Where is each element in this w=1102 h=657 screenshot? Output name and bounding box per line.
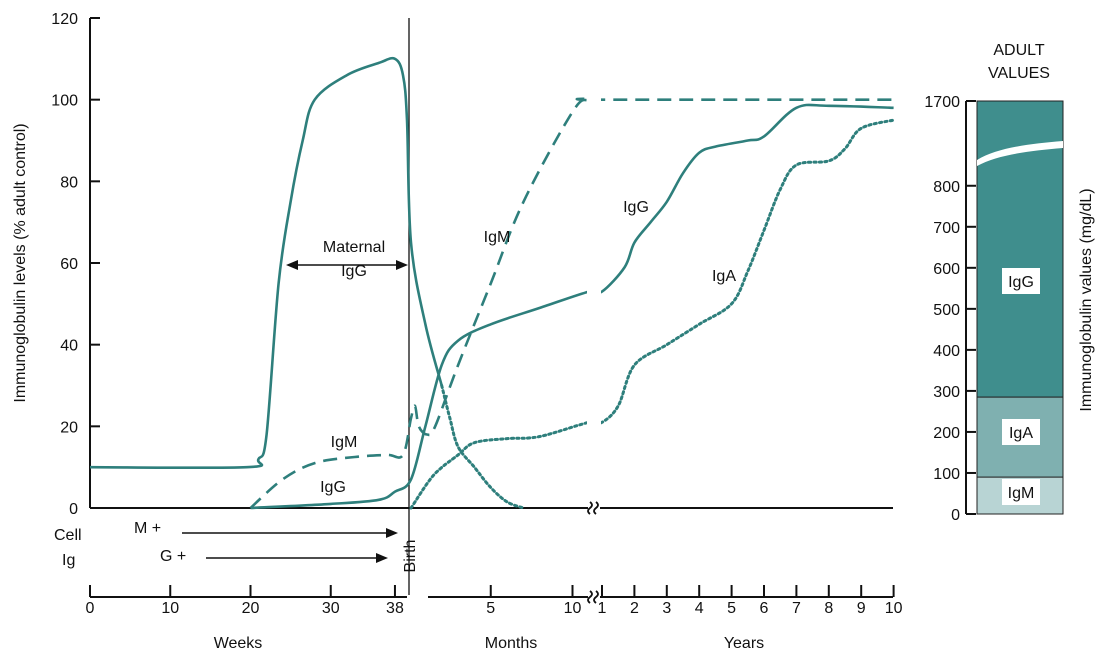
x-tick-label: 3 <box>662 600 671 617</box>
bar-title-1: ADULT <box>993 42 1044 59</box>
ig-label: Ig <box>62 552 75 569</box>
y-tick-label: 120 <box>51 11 78 28</box>
adult-values-bar: ADULT VALUES IgG IgA IgM 0 100 200 300 400 500 600 7… <box>924 42 1095 524</box>
iga-postnatal-label: IgA <box>712 268 736 285</box>
bar-y-tick-label: 300 <box>933 384 960 401</box>
x-tick-label: 2 <box>630 600 639 617</box>
arrow-right-icon <box>396 260 408 270</box>
bar-label-iga: IgA <box>1009 425 1033 442</box>
maternal-igg-label-1: Maternal <box>323 239 385 256</box>
chart-series <box>89 56 896 510</box>
bar-y-tick-label: 800 <box>933 179 960 196</box>
bar-y-tick-label: 200 <box>933 425 960 442</box>
bar-y-tick-label: 500 <box>933 302 960 319</box>
cell-label: Cell <box>54 527 82 544</box>
curve-break-gap <box>587 283 601 300</box>
bar-label-igm: IgM <box>1008 485 1035 502</box>
bar-label-box <box>1002 479 1040 505</box>
bar-y-tick-label: 100 <box>933 466 960 483</box>
x-tick-label: 10 <box>161 600 179 617</box>
arrow-left-icon <box>286 260 298 270</box>
x-tick-label: 5 <box>727 600 736 617</box>
x-axis-months-label: Months <box>485 635 537 652</box>
x-tick-label: 30 <box>322 600 340 617</box>
x-tick-label: 8 <box>824 600 833 617</box>
series-line-maternal-igg-tail <box>440 384 525 510</box>
bar-title-2: VALUES <box>988 65 1050 82</box>
x-tick-label: 7 <box>792 600 801 617</box>
series-line-maternal-igg <box>89 56 443 470</box>
series-line-igm <box>249 97 894 509</box>
curve-break-gap <box>587 91 601 108</box>
arrow-right-icon <box>376 553 388 563</box>
x-tick-label: 0 <box>86 600 95 617</box>
series-line-igg <box>250 103 894 510</box>
y-tick-label: 80 <box>60 174 78 191</box>
x-axis-years-label: Years <box>724 635 764 652</box>
x-axis-weeks-label: Weeks <box>214 635 263 652</box>
y-tick-label: 100 <box>51 93 78 110</box>
maternal-label-bg <box>300 232 400 282</box>
x-tick-label: 10 <box>885 600 903 617</box>
series-line-iga <box>409 118 896 510</box>
bar-y-axis-label: Immunoglobulin values (mg/dL) <box>1078 188 1095 411</box>
y-tick-label: 60 <box>60 256 78 273</box>
g-plus-label: G + <box>160 548 186 565</box>
chart-labels: Maternal IgG IgM IgG IgM IgG IgA Cell Ig M + G + <box>54 199 736 569</box>
x-tick-label: 1 <box>598 600 607 617</box>
igm-postnatal-label: IgM <box>484 229 511 246</box>
curve-break-gap <box>587 414 601 431</box>
scale-break-band <box>977 141 1063 166</box>
x-tick-label: 6 <box>760 600 769 617</box>
x-tick-label: 9 <box>857 600 866 617</box>
bar-label-box <box>1002 268 1040 294</box>
x-tick-label: 38 <box>386 600 404 617</box>
igg-postnatal-label: IgG <box>623 199 649 216</box>
maternal-igg-label-2: IgG <box>341 263 367 280</box>
bar-y-tick-label: 400 <box>933 343 960 360</box>
igg-prenatal-label: IgG <box>320 479 346 496</box>
x-tick-label: 10 <box>564 600 582 617</box>
m-plus-label: M + <box>134 520 161 537</box>
axis-break-icon <box>587 501 599 515</box>
x-tick-label: 20 <box>242 600 260 617</box>
bar-label-box <box>1002 419 1040 445</box>
bar-y-tick-label: 1700 <box>924 94 960 111</box>
arrow-right-icon <box>386 528 398 538</box>
igm-prenatal-label: IgM <box>331 434 358 451</box>
y-tick-label: 0 <box>69 501 78 518</box>
bar-y-tick-label: 700 <box>933 220 960 237</box>
x-tick-label: 5 <box>486 600 495 617</box>
y-tick-label: 40 <box>60 338 78 355</box>
bar-y-tick-label: 600 <box>933 261 960 278</box>
axis-break-icon <box>587 590 599 604</box>
birth-label: Birth <box>402 540 419 573</box>
bar-y-tick-label: 0 <box>951 507 960 524</box>
x-tick-label: 4 <box>695 600 704 617</box>
y-axis-label: Immunoglobulin levels (% adult control) <box>12 123 29 402</box>
y-tick-label: 20 <box>60 419 78 436</box>
bar-label-igg: IgG <box>1008 274 1034 291</box>
